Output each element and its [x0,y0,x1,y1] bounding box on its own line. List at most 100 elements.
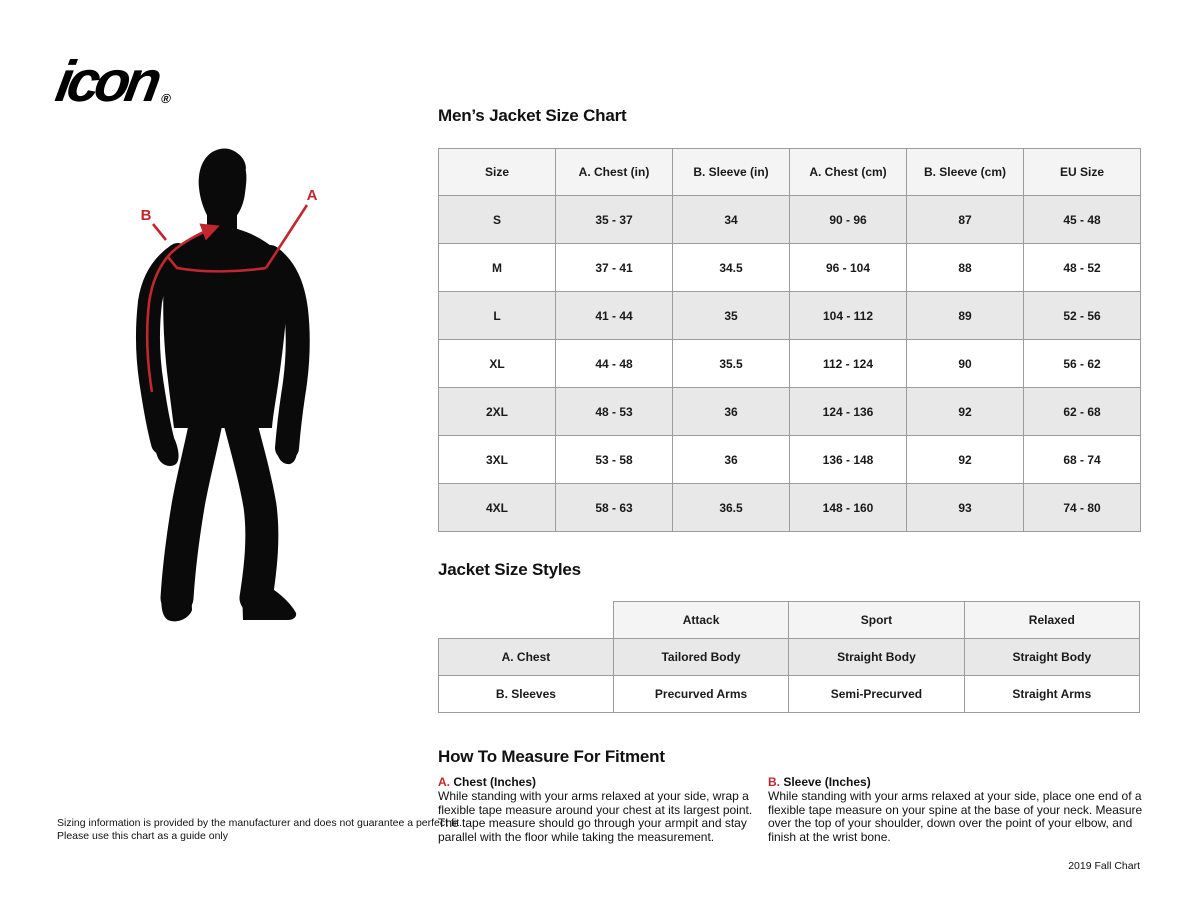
table-cell: 112 - 124 [789,339,907,388]
table-cell: 136 - 148 [789,435,907,484]
column-header: B. Sleeve (cm) [906,148,1024,196]
table-cell: Straight Body [963,638,1141,676]
icon-logo-text: icon [51,49,162,114]
figure-label-a: A [307,187,318,204]
jacket-styles-table: Attack Sport Relaxed A. Chest Tailored B… [438,601,1141,713]
chart-version-label: 2019 Fall Chart [1068,860,1140,872]
male-silhouette-diagram: A B [135,148,318,622]
measure-sleeve-heading: B. Sleeve (Inches) [768,775,1150,789]
table-cell: 87 [906,195,1024,244]
measure-sleeve-label: B. [768,775,780,789]
table-cell: 56 - 62 [1023,339,1141,388]
measurement-lines [146,204,309,393]
how-to-measure-title: How To Measure For Fitment [438,747,665,766]
table-cell: Precurved Arms [612,675,790,713]
column-header: Attack [612,601,790,639]
table-cell: 34 [672,195,790,244]
sleeve-measurement-line [146,223,220,393]
column-header: Sport [788,601,965,639]
table-row: 3XL 53 - 58 36 136 - 148 92 68 - 74 [438,435,1141,484]
styles-header-row: Attack Sport Relaxed [439,601,1141,639]
table-cell: 93 [906,483,1024,532]
table-cell: 35 [672,291,790,340]
table-row: XL 44 - 48 35.5 112 - 124 90 56 - 62 [438,339,1141,388]
measure-chest-body: While standing with your arms relaxed at… [438,789,753,844]
figure-label-b: B [141,207,152,224]
table-cell: 92 [906,435,1024,484]
table-cell: 41 - 44 [555,291,673,340]
table-cell: 35 - 37 [555,195,673,244]
table-row: 4XL 58 - 63 36.5 148 - 160 93 74 - 80 [438,483,1141,532]
table-cell: 45 - 48 [1023,195,1141,244]
measure-chest-heading-text: Chest (Inches) [453,775,537,789]
table-cell: Straight Body [788,638,965,676]
column-header: EU Size [1023,148,1141,196]
table-cell: M [438,243,556,292]
label-a-pointer-line [264,204,309,269]
table-cell: 35.5 [672,339,790,388]
table-cell: 3XL [438,435,556,484]
table-row: M 37 - 41 34.5 96 - 104 88 48 - 52 [438,243,1141,292]
column-header: Size [438,148,556,196]
table-cell: 124 - 136 [789,387,907,436]
table-cell: S [438,195,556,244]
label-b-pointer-line [151,223,168,241]
measure-sleeve-heading-text: Sleeve (Inches) [783,775,871,789]
silhouette-left-leg [160,405,223,615]
chest-measurement-line [166,256,267,273]
row-header: A. Chest [438,638,614,676]
table-cell: 92 [906,387,1024,436]
male-silhouette-limbs [135,243,310,615]
disclaimer-line-1: Sizing information is provided by the ma… [57,817,463,829]
table-row: B. Sleeves Precurved Arms Semi-Precurved… [438,675,1141,713]
size-chart-header-row: Size A. Chest (in) B. Sleeve (in) A. Che… [438,148,1141,196]
table-cell: 62 - 68 [1023,387,1141,436]
silhouette-torso [163,226,288,428]
icon-brand-logo: icon® [51,48,172,115]
table-row: S 35 - 37 34 90 - 96 87 45 - 48 [438,195,1141,244]
table-cell: 148 - 160 [789,483,907,532]
column-header: B. Sleeve (in) [672,148,790,196]
table-cell: 34.5 [672,243,790,292]
table-cell: 4XL [438,483,556,532]
sizing-disclaimer: Sizing information is provided by the ma… [57,817,477,842]
table-cell: XL [438,339,556,388]
measure-chest-label: A. [438,775,450,789]
table-cell: 90 [906,339,1024,388]
table-cell: Straight Arms [963,675,1141,713]
table-cell: L [438,291,556,340]
measure-chest-heading: A. Chest (Inches) [438,775,764,789]
table-cell: 36.5 [672,483,790,532]
silhouette-hair [203,149,246,169]
blank-corner-cell [439,602,614,639]
table-cell: 68 - 74 [1023,435,1141,484]
styles-chart-title: Jacket Size Styles [438,560,581,579]
table-row: L 41 - 44 35 104 - 112 89 52 - 56 [438,291,1141,340]
measurement-figure: A B [110,145,350,640]
table-cell: Semi-Precurved [788,675,965,713]
table-cell: 58 - 63 [555,483,673,532]
table-cell: Tailored Body [612,638,790,676]
size-chart-table: Size A. Chest (in) B. Sleeve (in) A. Che… [438,148,1141,532]
table-cell: 37 - 41 [555,243,673,292]
column-header: A. Chest (in) [555,148,673,196]
table-row: 2XL 48 - 53 36 124 - 136 92 62 - 68 [438,387,1141,436]
table-cell: 36 [672,435,790,484]
registered-trademark-symbol: ® [159,91,173,106]
table-cell: 53 - 58 [555,435,673,484]
disclaimer-line-2: Please use this chart as a guide only [57,829,229,842]
table-cell: 48 - 52 [1023,243,1141,292]
measure-section-chest: A. Chest (Inches) While standing with yo… [438,775,764,844]
table-cell: 48 - 53 [555,387,673,436]
column-header: A. Chest (cm) [789,148,907,196]
table-cell: 74 - 80 [1023,483,1141,532]
table-cell: 104 - 112 [789,291,907,340]
silhouette-right-leg [223,405,279,615]
column-header: Relaxed [963,601,1141,639]
table-cell: 90 - 96 [789,195,907,244]
table-cell: 2XL [438,387,556,436]
table-cell: 96 - 104 [789,243,907,292]
table-row: A. Chest Tailored Body Straight Body Str… [438,638,1141,676]
table-cell: 89 [906,291,1024,340]
measure-sleeve-body: While standing with your arms relaxed at… [768,789,1143,844]
